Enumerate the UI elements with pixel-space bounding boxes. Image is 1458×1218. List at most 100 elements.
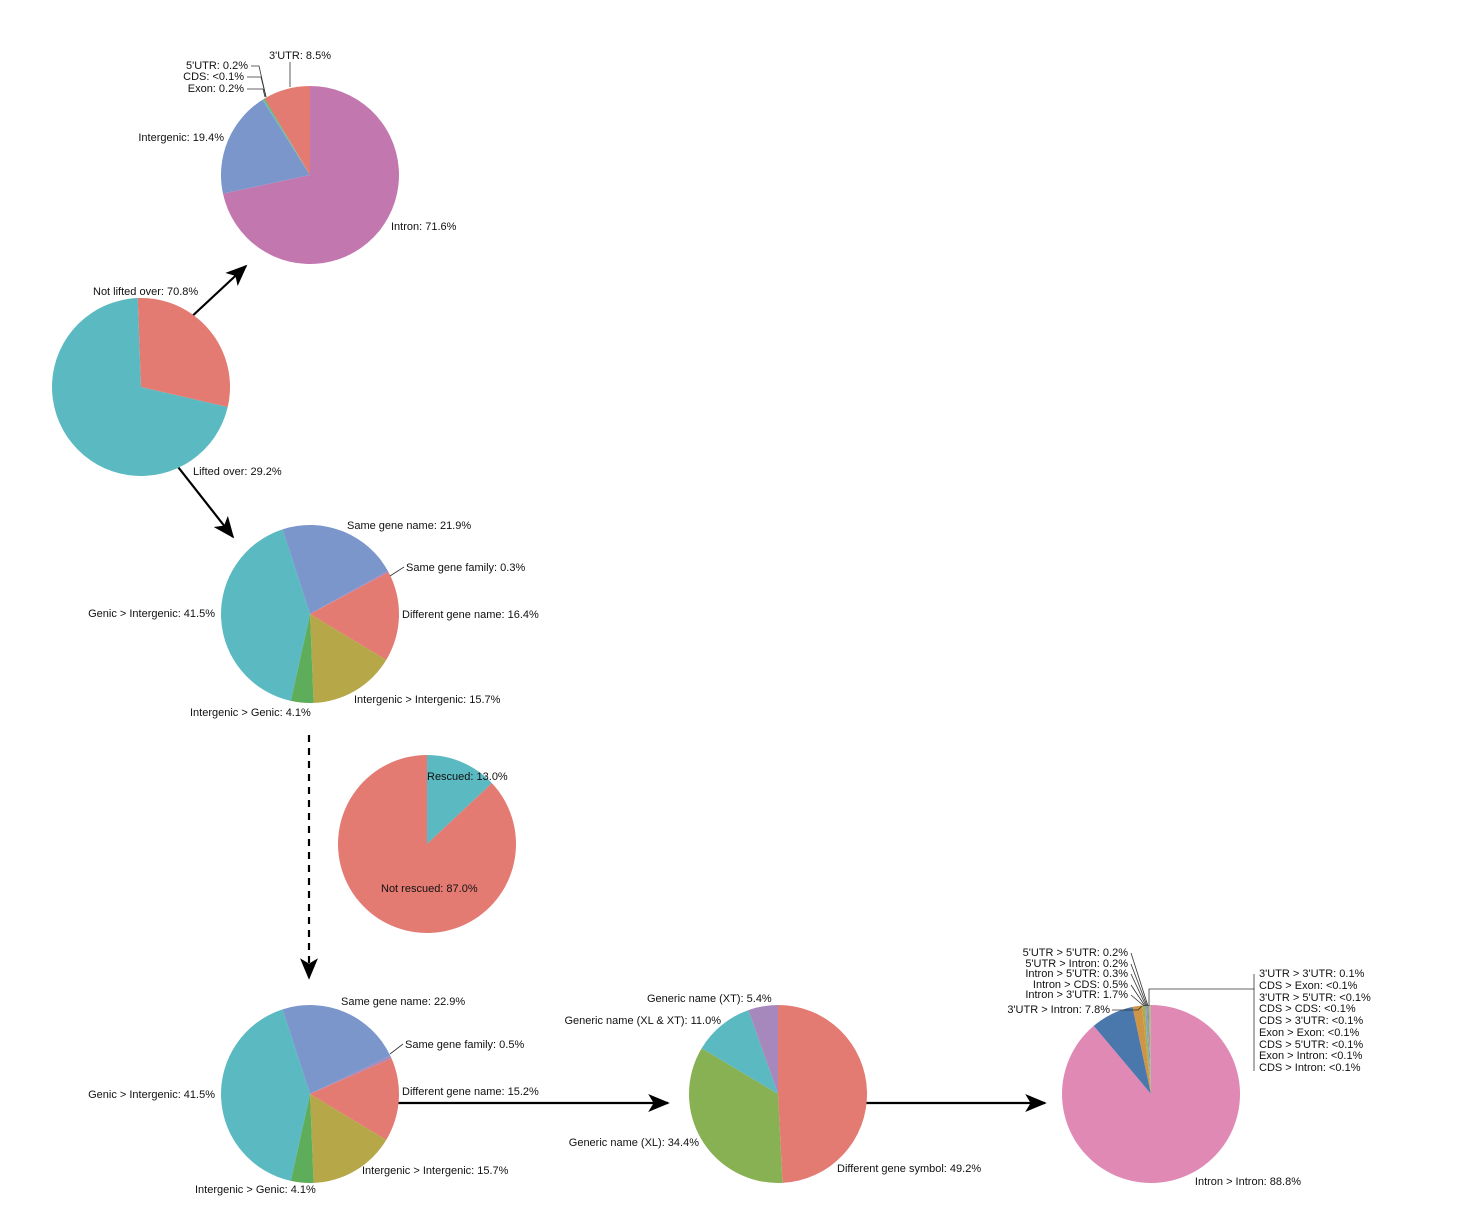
pie-slice-exon-exon [1150, 1004, 1151, 1094]
pie-slice-cds [263, 98, 310, 175]
slice-label: 5'UTR > Intron: 0.2% [1025, 958, 1128, 970]
slice-label: CDS: <0.1% [183, 71, 244, 83]
pie-slice-exon [262, 99, 310, 175]
slice-label: Intron > Intron: 88.8% [1195, 1176, 1301, 1188]
slice-label: CDS > 3'UTR: <0.1% [1259, 1015, 1363, 1027]
slice-label: Genic > Intergenic: 41.5% [88, 608, 215, 620]
pie-not-lifted-breakdown: Intron: 71.6% Intergenic: 19.4% Exon: 0.2%… [138, 50, 457, 264]
slice-label: Exon > Exon: <0.1% [1259, 1027, 1360, 1039]
pie-slice-not-rescued [337, 755, 516, 933]
slice-label: Lifted over: 29.2% [193, 466, 282, 478]
pie-slice-different-gene-name [310, 1058, 400, 1140]
pie-slice-generic-name-xl [688, 1048, 783, 1184]
pie-slice-different-gene-name [310, 572, 399, 660]
slice-label: Not rescued: 87.0% [381, 883, 478, 895]
slice-label: Intron > 3'UTR: 1.7% [1025, 989, 1128, 1001]
pie-slice-intergenic-intergenic [310, 1094, 387, 1183]
pie-slice-rescued [427, 755, 492, 844]
slice-label: Not lifted over: 70.8% [93, 286, 198, 298]
pie-slice-intron-intron [1062, 1005, 1241, 1184]
slice-label: Intron > CDS: 0.5% [1033, 979, 1128, 991]
slice-label: Intergenic > Genic: 4.1% [195, 1184, 316, 1196]
slice-label: Intergenic > Intergenic: 15.7% [362, 1165, 509, 1177]
pie-slice-different-gene-symbol [778, 1005, 868, 1183]
slice-label: 5'UTR > 5'UTR: 0.2% [1023, 947, 1129, 959]
slice-label: Exon > Intron: <0.1% [1259, 1050, 1363, 1062]
slice-label: Different gene name: 16.4% [402, 609, 539, 621]
pie-rescue: Rescued: 13.0% Not rescued: 87.0% [337, 755, 516, 933]
arrow-to-lifted [170, 457, 235, 539]
slice-label: Intergenic > Genic: 4.1% [190, 707, 311, 719]
slice-label: Same gene family: 0.5% [405, 1039, 524, 1051]
pie-slice-same-gene-name [282, 1005, 391, 1094]
pie-slice-cds-5-utr [1150, 1004, 1151, 1094]
pie-slice-5-utr-5-utr [1147, 1005, 1151, 1094]
pie-liftover: Not lifted over: 70.8% Lifted over: 29.2% [52, 286, 282, 478]
pie-slice-intron-cds [1141, 1005, 1151, 1094]
slice-label: Same gene family: 0.3% [406, 562, 525, 574]
pie-slice-3-utr-intron [1093, 1006, 1151, 1094]
pie-slice-intron-5-utr [1144, 1005, 1151, 1094]
slice-label: 5'UTR: 0.2% [186, 60, 248, 72]
slice-label: Generic name (XT): 5.4% [647, 993, 772, 1005]
pie-slice-lifted-over [137, 297, 231, 408]
pie-slice-3-utr [264, 86, 310, 175]
pie-slice-same-gene-name [282, 525, 388, 614]
pie-slice-3-utr-5-utr [1149, 1005, 1151, 1094]
leader-line [1130, 984, 1146, 1007]
pie-slice-intron-3-utr [1132, 1005, 1151, 1094]
pie-slice-intergenic-genic [290, 1094, 314, 1184]
pie-slice-genic-intergenic [221, 1009, 310, 1181]
slice-label: CDS > CDS: <0.1% [1259, 1003, 1356, 1015]
slice-label: Rescued: 13.0% [427, 771, 508, 783]
pie-slice-generic-name-xt [748, 1005, 778, 1094]
pie-slice-same-gene-family [310, 1055, 392, 1094]
pie-slice-cds-exon [1149, 1005, 1151, 1094]
slice-label: Same gene name: 22.9% [341, 996, 465, 1008]
pie-slice-intron [222, 86, 399, 264]
slice-label: 3'UTR > 3'UTR: 0.1% [1259, 968, 1365, 980]
leader-line [1130, 952, 1149, 1007]
slice-label: Different gene symbol: 49.2% [837, 1163, 981, 1175]
leader-line [247, 76, 267, 98]
slice-label: 3'UTR > 5'UTR: <0.1% [1259, 992, 1371, 1004]
pie-slice-not-lifted-over [52, 298, 228, 476]
leader-line [389, 1043, 404, 1055]
leader-line [1130, 973, 1147, 1007]
leader-line [389, 566, 405, 577]
slice-label: Intergenic: 19.4% [138, 132, 224, 144]
pie-slice-5-utr-intron [1146, 1005, 1151, 1094]
slice-label: Same gene name: 21.9% [347, 520, 471, 532]
pie-slice-cds-3-utr [1149, 1005, 1151, 1094]
pie-slice-cds-cds [1149, 1005, 1151, 1094]
pie-different-name-breakdown: Different gene symbol: 49.2% Generic name… [564, 993, 981, 1184]
leader-line [1130, 994, 1145, 1007]
pie-after-rescue: Same gene name: 22.9% Same gene family: 0… [88, 996, 539, 1196]
leader-line [1112, 1005, 1143, 1011]
pie-symbol-feature-breakdown: Intron > Intron: 88.8% 3'UTR > Intron: 7.… [1007, 947, 1371, 1188]
pie-slice-intergenic-intergenic [310, 614, 387, 703]
pie-slice-3-utr-3-utr [1148, 1005, 1151, 1094]
slice-label: CDS > Exon: <0.1% [1259, 980, 1358, 992]
slice-label: Different gene name: 15.2% [402, 1086, 539, 1098]
pie-slice-5-utr [263, 98, 310, 175]
pie-slice-intergenic-genic [290, 614, 314, 704]
pie-slice-intergenic [221, 99, 310, 194]
slice-label: Intergenic > Intergenic: 15.7% [354, 694, 501, 706]
slice-label: Exon: 0.2% [188, 83, 244, 95]
pie-lifted-breakdown: Same gene name: 21.9% Same gene family: 0… [88, 520, 539, 719]
slice-label: Intron > 5'UTR: 0.3% [1025, 968, 1128, 980]
leader-line [1130, 963, 1148, 1007]
pie-slice-genic-intergenic [221, 529, 310, 701]
leader-line [247, 88, 266, 98]
slice-label: CDS > Intron: <0.1% [1259, 1062, 1361, 1074]
slice-label: 3'UTR > Intron: 7.8% [1007, 1004, 1110, 1016]
leader-line [1148, 974, 1255, 1006]
pie-slice-same-gene-family [310, 570, 389, 614]
slice-label: 3'UTR: 8.5% [269, 50, 331, 62]
slice-label: CDS > 5'UTR: <0.1% [1259, 1039, 1363, 1051]
slice-label: Intron: 71.6% [391, 221, 457, 233]
slice-label: Generic name (XL): 34.4% [569, 1137, 699, 1149]
leader-line [251, 65, 267, 98]
